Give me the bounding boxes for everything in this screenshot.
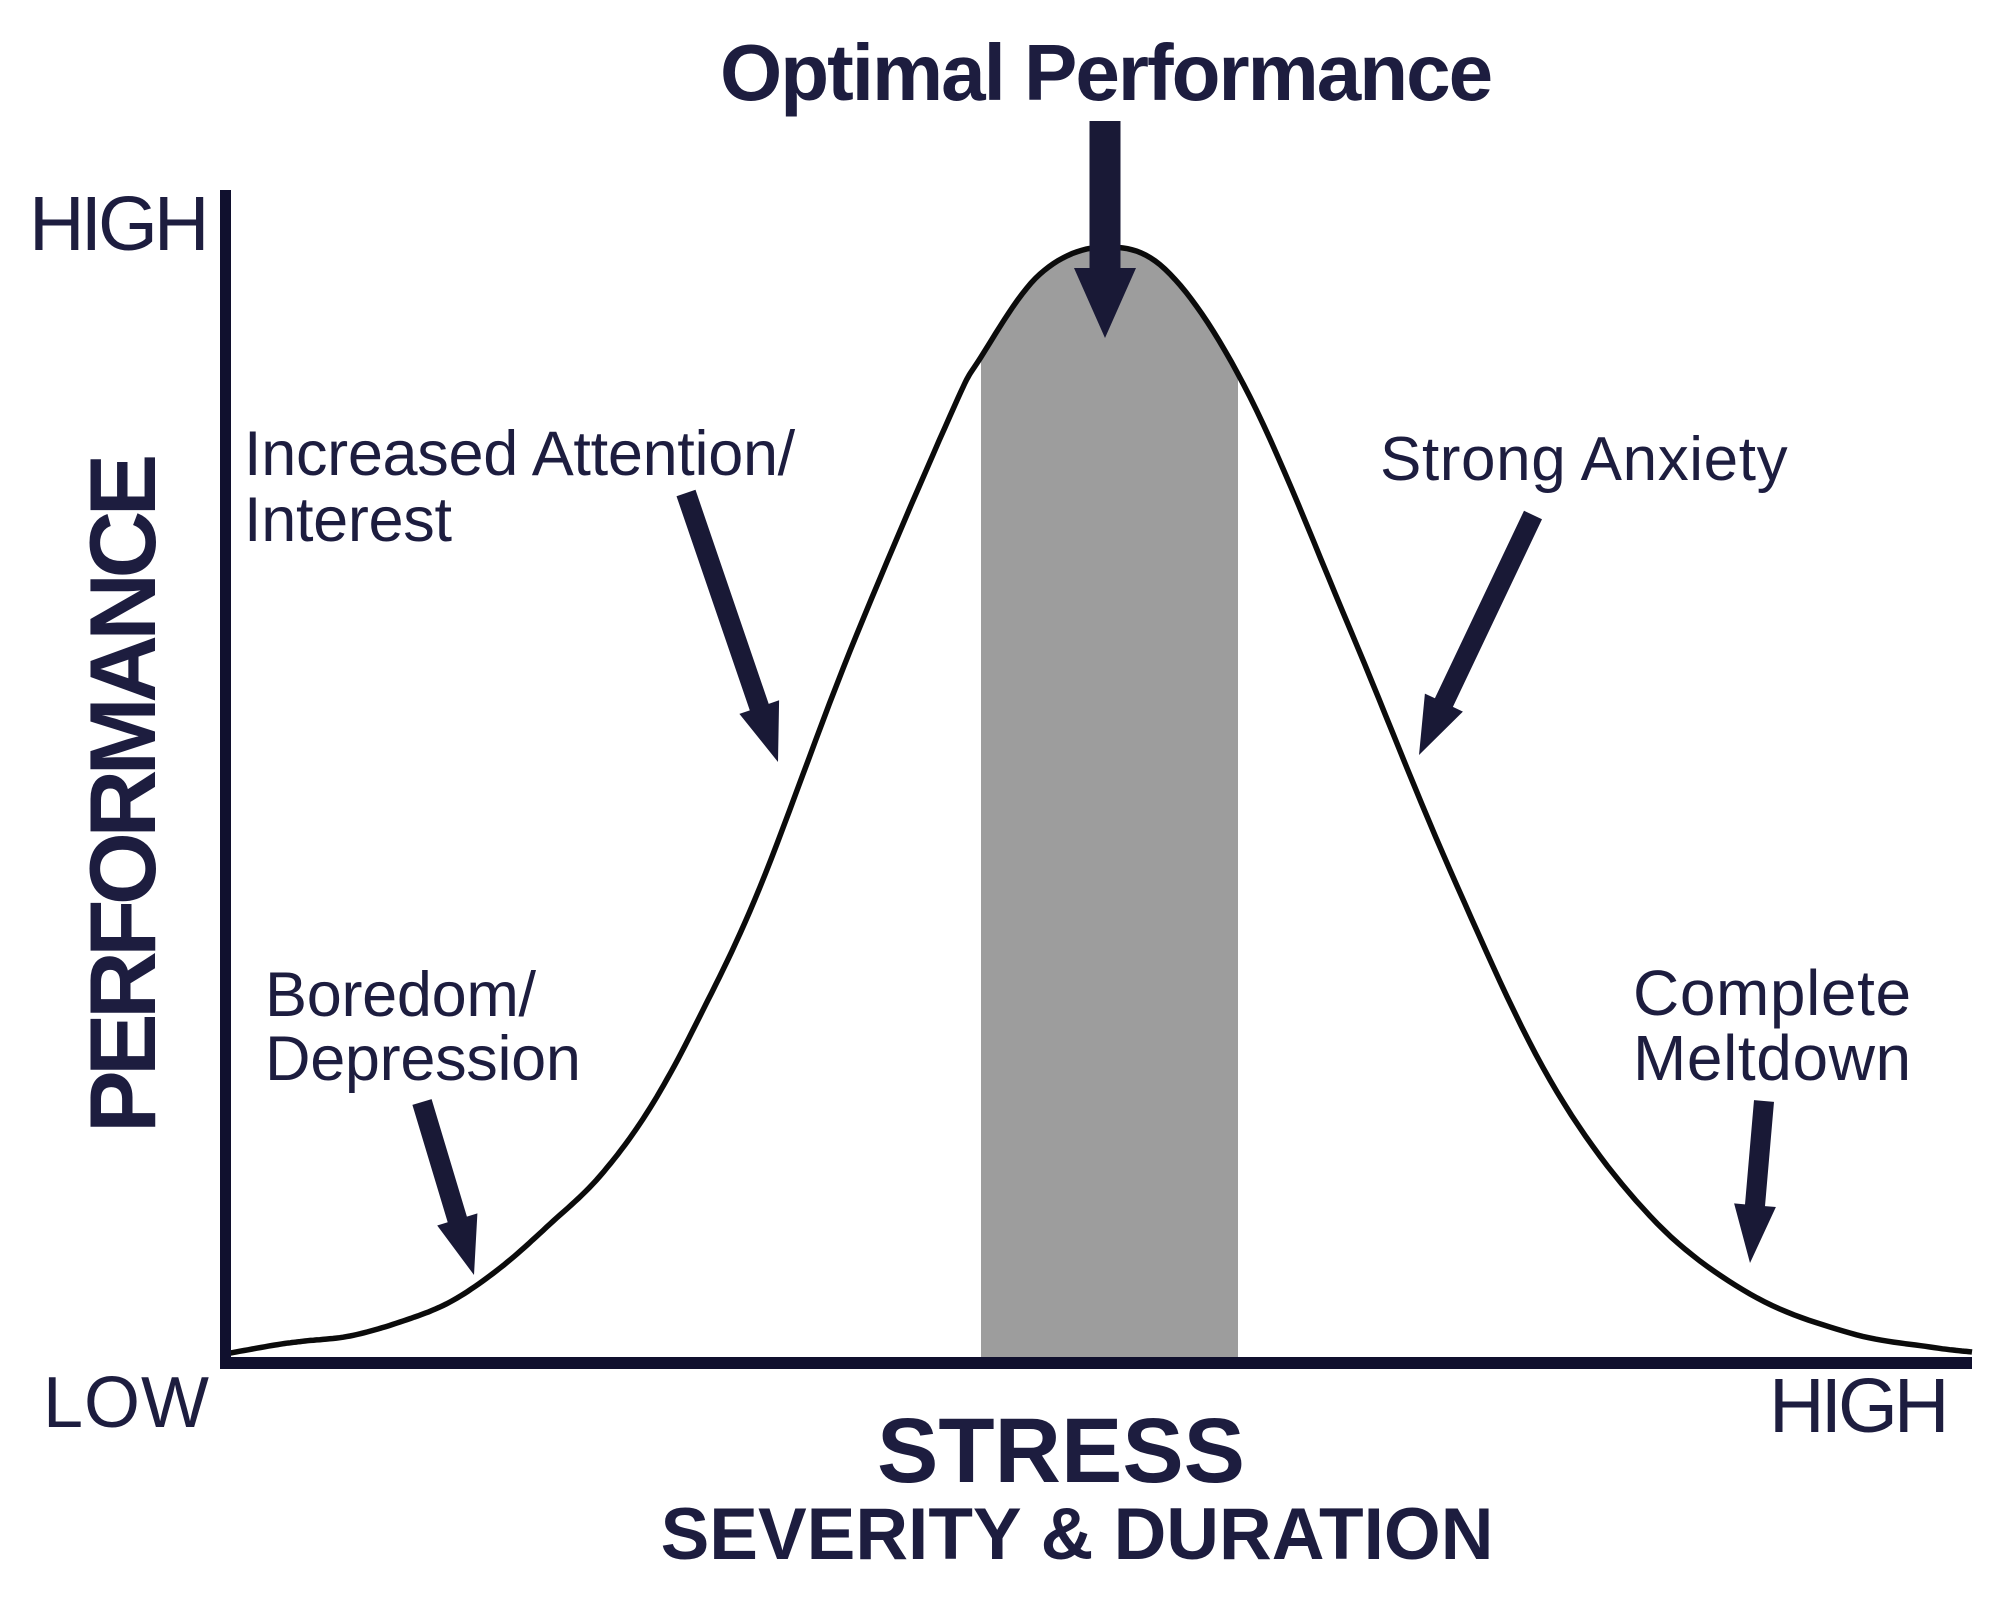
svg-text:Complete: Complete: [1633, 957, 1912, 1029]
svg-text:Strong Anxiety: Strong Anxiety: [1380, 425, 1788, 494]
svg-text:Depression: Depression: [265, 1024, 581, 1094]
svg-text:Increased Attention/: Increased Attention/: [244, 419, 796, 489]
svg-text:HIGH: HIGH: [29, 181, 206, 267]
svg-text:STRESS: STRESS: [877, 1400, 1245, 1502]
svg-text:Boredom/: Boredom/: [265, 960, 537, 1030]
svg-text:Meltdown: Meltdown: [1633, 1022, 1912, 1094]
svg-text:Interest: Interest: [244, 485, 452, 555]
svg-text:PERFORMANCE: PERFORMANCE: [70, 456, 175, 1133]
svg-text:SEVERITY & DURATION: SEVERITY & DURATION: [661, 1494, 1494, 1575]
svg-text:Optimal Performance: Optimal Performance: [720, 28, 1491, 117]
svg-text:LOW: LOW: [43, 1363, 210, 1443]
svg-text:HIGH: HIGH: [1769, 1363, 1946, 1449]
